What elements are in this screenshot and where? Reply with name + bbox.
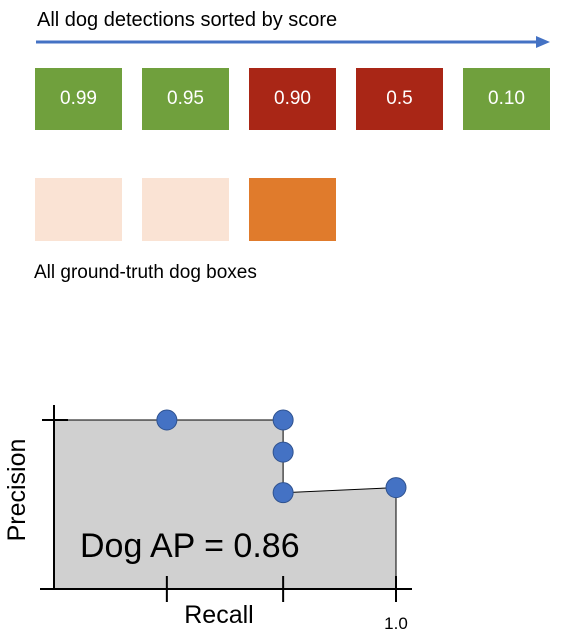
detection-box: 0.10 bbox=[463, 68, 550, 130]
detection-score: 0.5 bbox=[386, 88, 413, 109]
sort-arrow bbox=[36, 36, 550, 48]
pr-point bbox=[156, 409, 178, 431]
detection-box: 0.90 bbox=[249, 68, 336, 130]
x-tick-label: 1.0 bbox=[384, 614, 408, 633]
ap-annotation: Dog AP = 0.86 bbox=[80, 527, 300, 565]
pr-point bbox=[272, 482, 294, 504]
pr-point bbox=[385, 477, 407, 499]
detection-box: 0.99 bbox=[35, 68, 122, 130]
precision-recall-chart: 1.0 Recall Precision Dog AP = 0.86 bbox=[3, 405, 412, 633]
detection-score: 0.90 bbox=[274, 88, 311, 109]
detection-score: 0.95 bbox=[167, 88, 204, 109]
ground-truth-label: All ground-truth dog boxes bbox=[34, 262, 257, 283]
ground-truth-box bbox=[142, 178, 229, 241]
detection-score: 0.10 bbox=[488, 88, 525, 109]
x-axis-label: Recall bbox=[184, 601, 253, 629]
ground-truth-box bbox=[249, 178, 336, 241]
pr-point bbox=[272, 441, 294, 463]
ground-truth-box bbox=[35, 178, 122, 241]
detection-score: 0.99 bbox=[60, 88, 97, 109]
y-axis-label: Precision bbox=[3, 439, 31, 542]
pr-point bbox=[272, 409, 294, 431]
detection-box: 0.95 bbox=[142, 68, 229, 130]
detection-box: 0.5 bbox=[356, 68, 443, 130]
diagram-title: All dog detections sorted by score bbox=[37, 9, 338, 31]
